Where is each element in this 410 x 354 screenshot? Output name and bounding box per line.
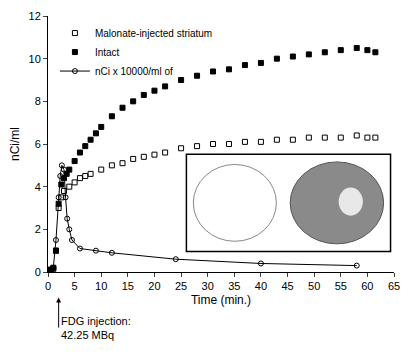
svg-text:25: 25 bbox=[175, 280, 187, 292]
svg-text:10: 10 bbox=[95, 280, 107, 292]
svg-text:65: 65 bbox=[388, 280, 400, 292]
svg-text:Malonate-injected striatum: Malonate-injected striatum bbox=[95, 28, 212, 39]
svg-text:12: 12 bbox=[29, 10, 41, 22]
svg-text:Time (min.): Time (min.) bbox=[191, 293, 251, 307]
svg-text:50: 50 bbox=[308, 280, 320, 292]
svg-text:10: 10 bbox=[29, 53, 41, 65]
svg-text:nCi x 10000/ml of: nCi x 10000/ml of bbox=[95, 66, 173, 77]
svg-text:FDG injection:42.25 MBq: FDG injection:42.25 MBq bbox=[61, 315, 131, 341]
svg-text:6: 6 bbox=[35, 138, 41, 150]
svg-text:60: 60 bbox=[361, 280, 373, 292]
svg-text:45: 45 bbox=[281, 280, 293, 292]
svg-text:0: 0 bbox=[45, 280, 51, 292]
svg-text:55: 55 bbox=[335, 280, 347, 292]
svg-text:40: 40 bbox=[255, 280, 267, 292]
svg-text:Intact: Intact bbox=[95, 47, 120, 58]
svg-text:4: 4 bbox=[35, 181, 41, 193]
svg-text:2: 2 bbox=[35, 223, 41, 235]
svg-text:5: 5 bbox=[72, 280, 78, 292]
svg-text:35: 35 bbox=[228, 280, 240, 292]
svg-text:nCi/ml: nCi/ml bbox=[8, 127, 22, 161]
svg-text:15: 15 bbox=[122, 280, 134, 292]
svg-text:30: 30 bbox=[202, 280, 214, 292]
svg-text:0: 0 bbox=[35, 266, 41, 278]
svg-text:8: 8 bbox=[35, 95, 41, 107]
svg-text:20: 20 bbox=[148, 280, 160, 292]
